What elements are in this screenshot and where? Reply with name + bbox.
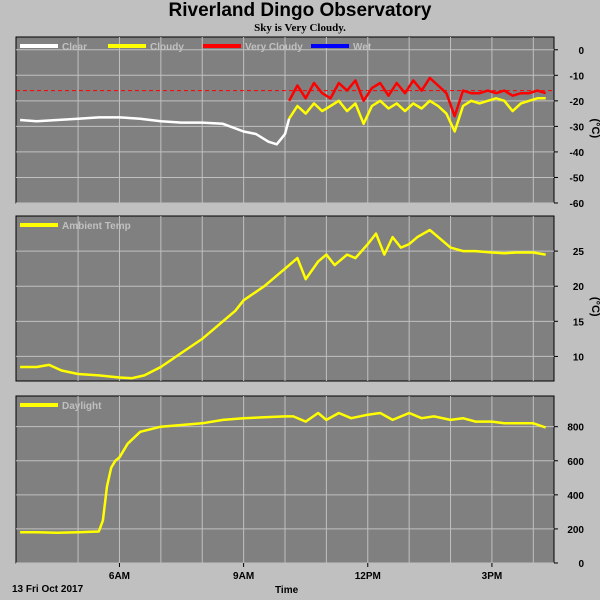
x-tick-label: 9AM	[233, 571, 254, 582]
y-tick-label: 600	[567, 457, 584, 468]
y-tick-label: -30	[570, 122, 585, 133]
date-label: 13 Fri Oct 2017	[12, 584, 84, 595]
series-line-very_cloudy	[288, 76, 547, 118]
y-tick-label: 15	[573, 317, 585, 328]
y-axis-unit: (°C)	[589, 118, 600, 138]
series-line-cloudy	[288, 97, 546, 133]
legend-label: Daylight	[62, 401, 102, 412]
legend-label: Cloudy	[150, 42, 184, 53]
x-tick-label: 6AM	[109, 571, 130, 582]
y-tick-label: -50	[570, 173, 585, 184]
series-line-daylight	[20, 411, 547, 534]
x-axis-label: Time	[275, 585, 299, 596]
series-line-ambient	[20, 228, 546, 380]
y-tick-label: -40	[570, 148, 585, 159]
legend-label: Very Cloudy	[245, 42, 303, 53]
x-tick-label: 12PM	[355, 571, 381, 582]
legend-label: Wet	[353, 42, 372, 53]
y-tick-label: 800	[567, 423, 584, 434]
series-line-clear	[20, 116, 291, 146]
y-tick-label: 0	[578, 559, 584, 570]
legend-label: Ambient Temp	[62, 221, 131, 232]
y-tick-label: -10	[570, 71, 585, 82]
page-title: Riverland Dingo Observatory	[168, 0, 432, 21]
y-tick-label: 400	[567, 491, 584, 502]
y-tick-label: 25	[573, 247, 585, 258]
x-tick-label: 3PM	[482, 571, 503, 582]
y-tick-label: -20	[570, 97, 585, 108]
y-tick-label: 200	[567, 525, 584, 536]
legend-label: Clear	[62, 42, 87, 53]
y-axis-unit: (°C)	[589, 297, 600, 317]
y-tick-label: 10	[573, 352, 585, 363]
y-tick-label: 20	[573, 282, 585, 293]
sky-status: Sky is Very Cloudy.	[254, 22, 346, 34]
y-tick-label: 0	[578, 46, 584, 57]
y-tick-label: -60	[570, 199, 585, 210]
